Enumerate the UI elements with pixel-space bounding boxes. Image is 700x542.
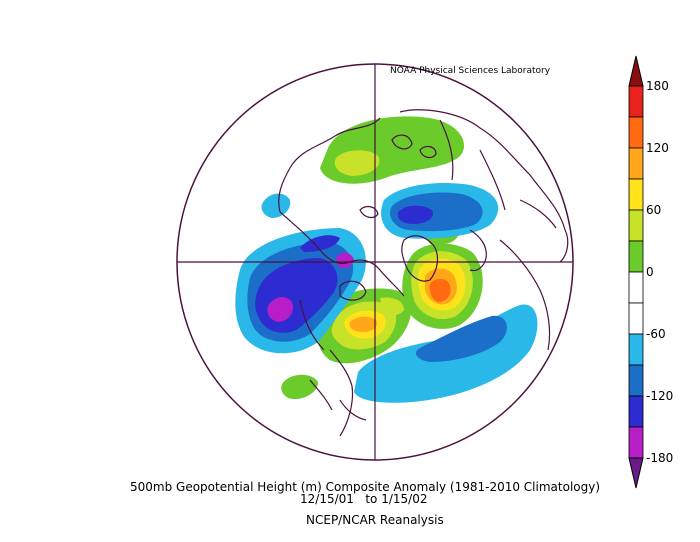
colorbar-swatch <box>628 85 644 118</box>
negative-anomaly-pacific <box>235 228 366 354</box>
positive-anomaly-siberia <box>320 116 465 184</box>
colorbar-overflow-high <box>628 55 644 87</box>
colorbar-swatch <box>628 426 644 459</box>
credit-label: NOAA Physical Sciences Laboratory <box>390 66 551 76</box>
map-title: 500mb Geopotential Height (m) Composite … <box>130 480 601 494</box>
colorbar-tick-label: 0 <box>646 265 654 279</box>
colorbar-tick-label: -60 <box>646 327 666 341</box>
colorbar-swatch <box>628 209 644 242</box>
positive-anomaly-atlantic-south <box>281 374 318 400</box>
colorbar-swatch <box>628 395 644 428</box>
coastlines <box>278 109 569 437</box>
globe-boundary <box>176 63 574 461</box>
positive-anomaly-north-atlantic <box>402 243 483 329</box>
negative-anomaly-atlantic <box>354 304 538 403</box>
data-source: NCEP/NCAR Reanalysis <box>306 513 444 527</box>
colorbar-swatch <box>628 240 644 273</box>
colorbar-tick-label: 180 <box>646 79 669 93</box>
colorbar-tick-label: -120 <box>646 389 674 403</box>
colorbar-swatch <box>628 302 644 335</box>
colorbar-swatch <box>628 147 644 180</box>
date-range: 12/15/01 to 1/15/02 <box>300 492 428 506</box>
anomaly-fields <box>235 116 538 403</box>
colorbar-tick-label: -180 <box>646 451 674 465</box>
colorbar-swatch <box>628 178 644 211</box>
colorbar <box>628 55 644 489</box>
negative-anomaly-alaska <box>261 193 291 218</box>
colorbar-swatch <box>628 333 644 366</box>
colorbar-swatch <box>628 271 644 304</box>
colorbar-tick-label: 60 <box>646 203 662 217</box>
colorbar-overflow-low <box>628 457 644 489</box>
colorbar-swatch <box>628 364 644 397</box>
negative-anomaly-arctic <box>381 182 499 239</box>
meridian-lines <box>177 64 573 460</box>
colorbar-swatch <box>628 116 644 149</box>
colorbar-tick-label: 120 <box>646 141 669 155</box>
